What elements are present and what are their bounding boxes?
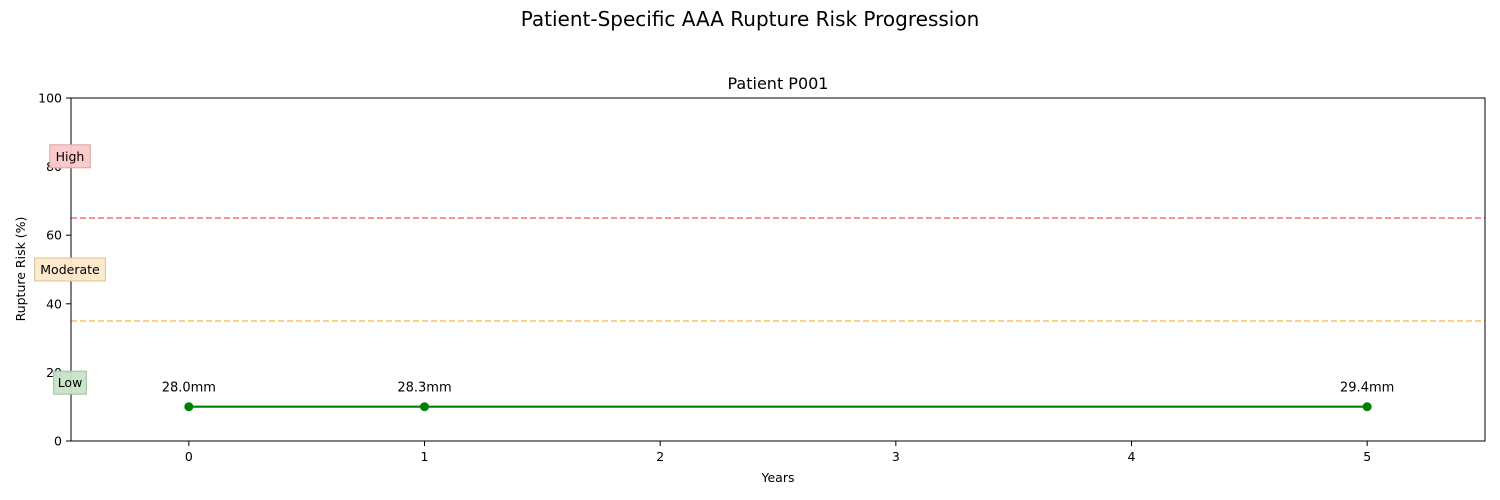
x-tick-label: 2 — [656, 449, 664, 464]
y-tick-label: 0 — [54, 434, 62, 449]
y-tick-label: 60 — [46, 228, 62, 243]
zone-label: High — [56, 149, 85, 164]
zone-label: Low — [58, 375, 83, 390]
y-tick-label: 100 — [38, 91, 62, 106]
x-tick-label: 3 — [892, 449, 900, 464]
y-axis-label: Rupture Risk (%) — [13, 217, 28, 322]
figure-suptitle: Patient-Specific AAA Rupture Risk Progre… — [521, 7, 980, 31]
y-tick-label: 40 — [46, 296, 62, 311]
x-axis-label: Years — [761, 470, 795, 485]
chart-title: Patient P001 — [728, 74, 829, 93]
data-label: 28.0mm — [162, 381, 216, 396]
data-point — [184, 402, 194, 412]
axes-frame — [70, 97, 1486, 442]
plot-area: 28.0mm28.3mm29.4mm012345020406080100LowM… — [34, 91, 1486, 464]
data-point — [420, 402, 429, 412]
x-tick-label: 5 — [1363, 449, 1371, 464]
x-tick-label: 0 — [185, 449, 193, 464]
x-tick-label: 1 — [421, 449, 429, 464]
zone-label-box — [53, 370, 87, 395]
zone-label-box — [49, 144, 91, 169]
data-label: 28.3mm — [397, 381, 451, 396]
zone-label-box — [34, 257, 106, 282]
x-tick-label: 4 — [1128, 449, 1136, 464]
zone-label: Moderate — [40, 262, 100, 277]
data-label: 29.4mm — [1340, 381, 1394, 396]
data-point — [1362, 402, 1372, 412]
